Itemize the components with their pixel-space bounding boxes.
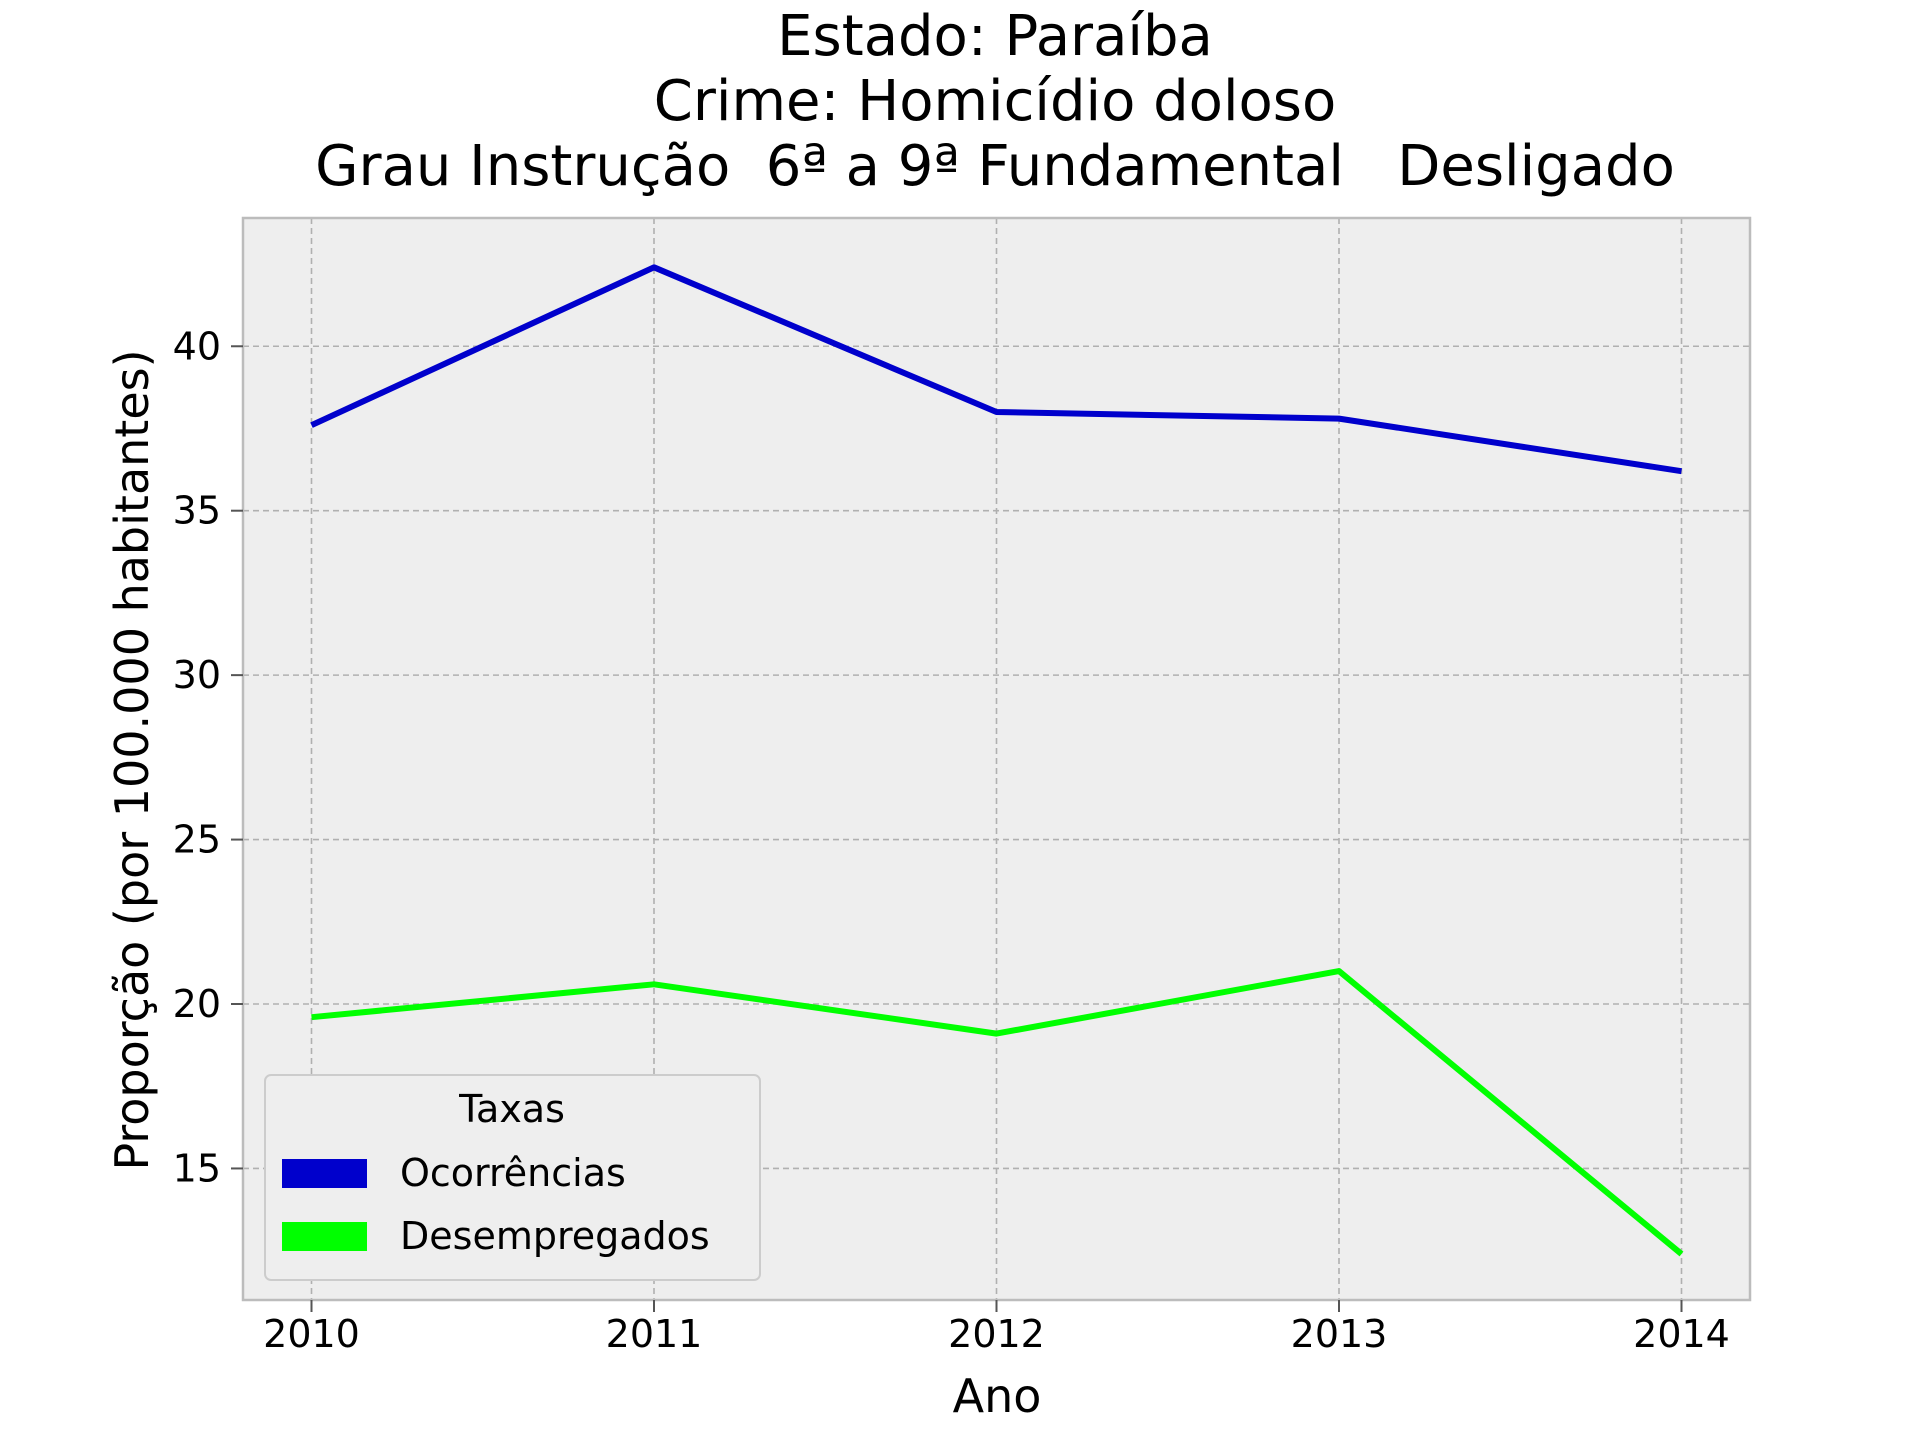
y-tick-label: 30: [173, 653, 221, 697]
y-tick-label: 20: [173, 982, 221, 1026]
legend: Taxas Ocorrências Desempregados: [264, 1074, 761, 1281]
x-tick-label: 2014: [1633, 1312, 1730, 1356]
axis-ticks: 2010 2011 2012 2013 2014 15 20 25 30 35 40: [173, 324, 1730, 1356]
y-tick-label: 40: [173, 324, 221, 368]
x-tick-label: 2011: [606, 1312, 703, 1356]
chart-title: Estado: Paraíba Crime: Homicídio doloso …: [0, 4, 1920, 199]
x-tick-label: 2013: [1291, 1312, 1388, 1356]
y-tick-label: 25: [173, 818, 221, 862]
legend-frame: [264, 1074, 761, 1281]
x-tick-label: 2012: [948, 1312, 1045, 1356]
title-line-estado: Estado: Paraíba: [777, 4, 1213, 69]
y-axis-label: Proporção (por 100.000 habitantes): [105, 349, 159, 1170]
x-tick-label: 2010: [263, 1312, 360, 1356]
series-line-ocorrencias: [310, 264, 1682, 475]
legend-title: Taxas: [458, 1087, 565, 1131]
legend-label-desempregados: Desempregados: [400, 1214, 710, 1258]
y-tick-label: 15: [173, 1146, 221, 1190]
title-line-crime: Crime: Homicídio doloso: [653, 69, 1337, 134]
series-line-desempregados: [311, 968, 1684, 1257]
title-line-grau: Grau Instrução 6ª a 9ª Fundamental Desli…: [315, 134, 1675, 199]
legend-swatch-desempregados: [282, 1222, 367, 1251]
x-axis-label: Ano: [953, 1369, 1042, 1423]
series-lines: [310, 264, 1684, 1257]
legend-swatch-ocorrencias: [282, 1159, 367, 1188]
y-tick-label: 35: [173, 489, 221, 533]
legend-label-ocorrencias: Ocorrências: [400, 1151, 626, 1195]
